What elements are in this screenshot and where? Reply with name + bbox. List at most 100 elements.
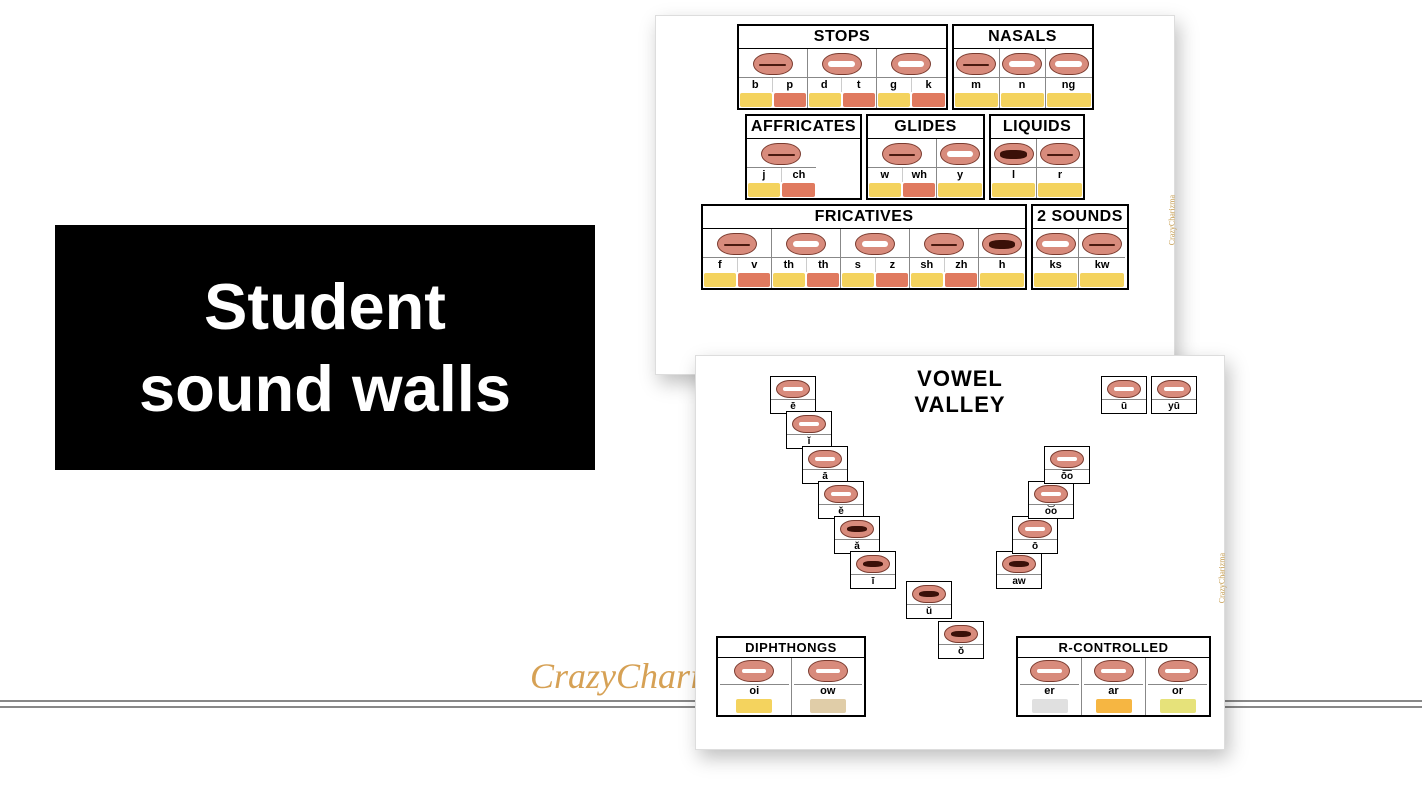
example-pic bbox=[955, 93, 998, 107]
vowel-card: ĕ bbox=[818, 481, 864, 519]
mouth-icon bbox=[994, 143, 1034, 165]
example-pic bbox=[1160, 699, 1196, 713]
mouth-icon bbox=[855, 233, 895, 255]
vowel-card: ō bbox=[1012, 516, 1058, 554]
example-pic bbox=[876, 273, 908, 287]
letter: er bbox=[1020, 684, 1079, 697]
sound-cell: jch bbox=[747, 139, 816, 198]
letter: g bbox=[877, 78, 912, 92]
vowel-label: aw bbox=[997, 574, 1041, 588]
vowel-card: aw bbox=[996, 551, 1042, 589]
vowel-card: ū bbox=[1101, 376, 1147, 414]
mouth-icon bbox=[1002, 53, 1042, 75]
example-pic bbox=[938, 183, 982, 197]
sound-cell: ar bbox=[1082, 658, 1146, 715]
mouth-icon bbox=[776, 380, 810, 398]
mouth-icon bbox=[734, 660, 774, 682]
mouth-icon bbox=[786, 233, 826, 255]
letter: ar bbox=[1084, 684, 1143, 697]
letter: p bbox=[773, 78, 807, 92]
example-pic bbox=[782, 183, 815, 197]
mouth-icon bbox=[1036, 233, 1076, 255]
letter: ch bbox=[782, 168, 816, 182]
title-line2: sound walls bbox=[139, 348, 511, 429]
mouth-icon bbox=[1002, 555, 1036, 573]
sound-cell: wwh bbox=[868, 139, 937, 198]
mouth-icon bbox=[761, 143, 801, 165]
mouth-icon bbox=[956, 53, 996, 75]
letter: wh bbox=[903, 168, 937, 182]
sound-cell: gk bbox=[877, 49, 946, 108]
group-2-sounds: 2 SOUNDSkskw bbox=[1031, 204, 1129, 290]
sound-cell: sz bbox=[841, 229, 910, 288]
letter: l bbox=[991, 168, 1036, 182]
vowel-card: ŏ bbox=[938, 621, 984, 659]
mouth-icon bbox=[1049, 53, 1089, 75]
sound-cell: fv bbox=[703, 229, 772, 288]
mouth-icon bbox=[840, 520, 874, 538]
letter: or bbox=[1148, 684, 1207, 697]
sound-cell: er bbox=[1018, 658, 1082, 715]
example-pic bbox=[1034, 273, 1077, 287]
letter: n bbox=[1000, 78, 1045, 92]
group-stops: STOPSbpdtgk bbox=[737, 24, 948, 110]
letter: m bbox=[954, 78, 999, 92]
group-title: FRICATIVES bbox=[703, 206, 1025, 229]
letter: d bbox=[808, 78, 843, 92]
example-pic bbox=[980, 273, 1024, 287]
vowel-card: ē bbox=[770, 376, 816, 414]
vowel-label: ī bbox=[851, 574, 895, 588]
vowel-card: ŭ bbox=[906, 581, 952, 619]
vowel-card: ă bbox=[834, 516, 880, 554]
example-pic bbox=[878, 93, 911, 107]
vowel-card: ĭ bbox=[786, 411, 832, 449]
consonant-row: AFFRICATESjchGLIDESwwhyLIQUIDSlr bbox=[664, 114, 1166, 200]
title-line1: Student bbox=[204, 266, 446, 347]
example-pic bbox=[704, 273, 736, 287]
vowel-valley-title: VOWEL VALLEY bbox=[914, 366, 1005, 418]
mouth-icon bbox=[1094, 660, 1134, 682]
letter: ng bbox=[1046, 78, 1092, 92]
group-title: 2 SOUNDS bbox=[1033, 206, 1127, 229]
mouth-icon bbox=[856, 555, 890, 573]
mouth-icon bbox=[1050, 450, 1084, 468]
mouth-icon bbox=[717, 233, 757, 255]
letter: kw bbox=[1079, 258, 1125, 272]
example-pic bbox=[748, 183, 781, 197]
letter: r bbox=[1037, 168, 1083, 182]
example-pic bbox=[869, 183, 901, 197]
vowel-sheet: VOWEL VALLEY ēĭāĕăīŭŏawōo͝oō͞oūyū DIPHTH… bbox=[695, 355, 1225, 750]
vowel-label: yū bbox=[1152, 399, 1196, 413]
sound-cell: or bbox=[1146, 658, 1209, 715]
letter: y bbox=[937, 168, 983, 182]
mouth-icon bbox=[1040, 143, 1080, 165]
example-pic bbox=[809, 93, 841, 107]
mouth-icon bbox=[824, 485, 858, 503]
vowel-label: ō bbox=[1013, 539, 1057, 553]
example-pic bbox=[1001, 93, 1044, 107]
mouth-icon bbox=[808, 660, 848, 682]
letter: f bbox=[703, 258, 738, 272]
example-pic bbox=[738, 273, 770, 287]
group-r-controlled: R-CONTROLLEDeraror bbox=[1016, 636, 1211, 717]
example-pic bbox=[1096, 699, 1132, 713]
example-pic bbox=[736, 699, 772, 713]
consonant-sheet: STOPSbpdtgkNASALSmnngAFFRICATESjchGLIDES… bbox=[655, 15, 1175, 375]
example-pic bbox=[912, 93, 945, 107]
example-pic bbox=[810, 699, 846, 713]
mouth-icon bbox=[924, 233, 964, 255]
vowel-card: ā bbox=[802, 446, 848, 484]
sound-cell: h bbox=[979, 229, 1025, 288]
mouth-icon bbox=[912, 585, 946, 603]
mouth-icon bbox=[1158, 660, 1198, 682]
group-title: LIQUIDS bbox=[991, 116, 1083, 139]
example-pic bbox=[992, 183, 1035, 197]
side-watermark: CrazyCharizma bbox=[1168, 195, 1177, 245]
sound-cell: ng bbox=[1046, 49, 1092, 108]
mouth-icon bbox=[1018, 520, 1052, 538]
example-pic bbox=[740, 93, 772, 107]
example-pic bbox=[911, 273, 943, 287]
group-title: GLIDES bbox=[868, 116, 983, 139]
letter: th bbox=[807, 258, 841, 272]
letter: b bbox=[739, 78, 774, 92]
